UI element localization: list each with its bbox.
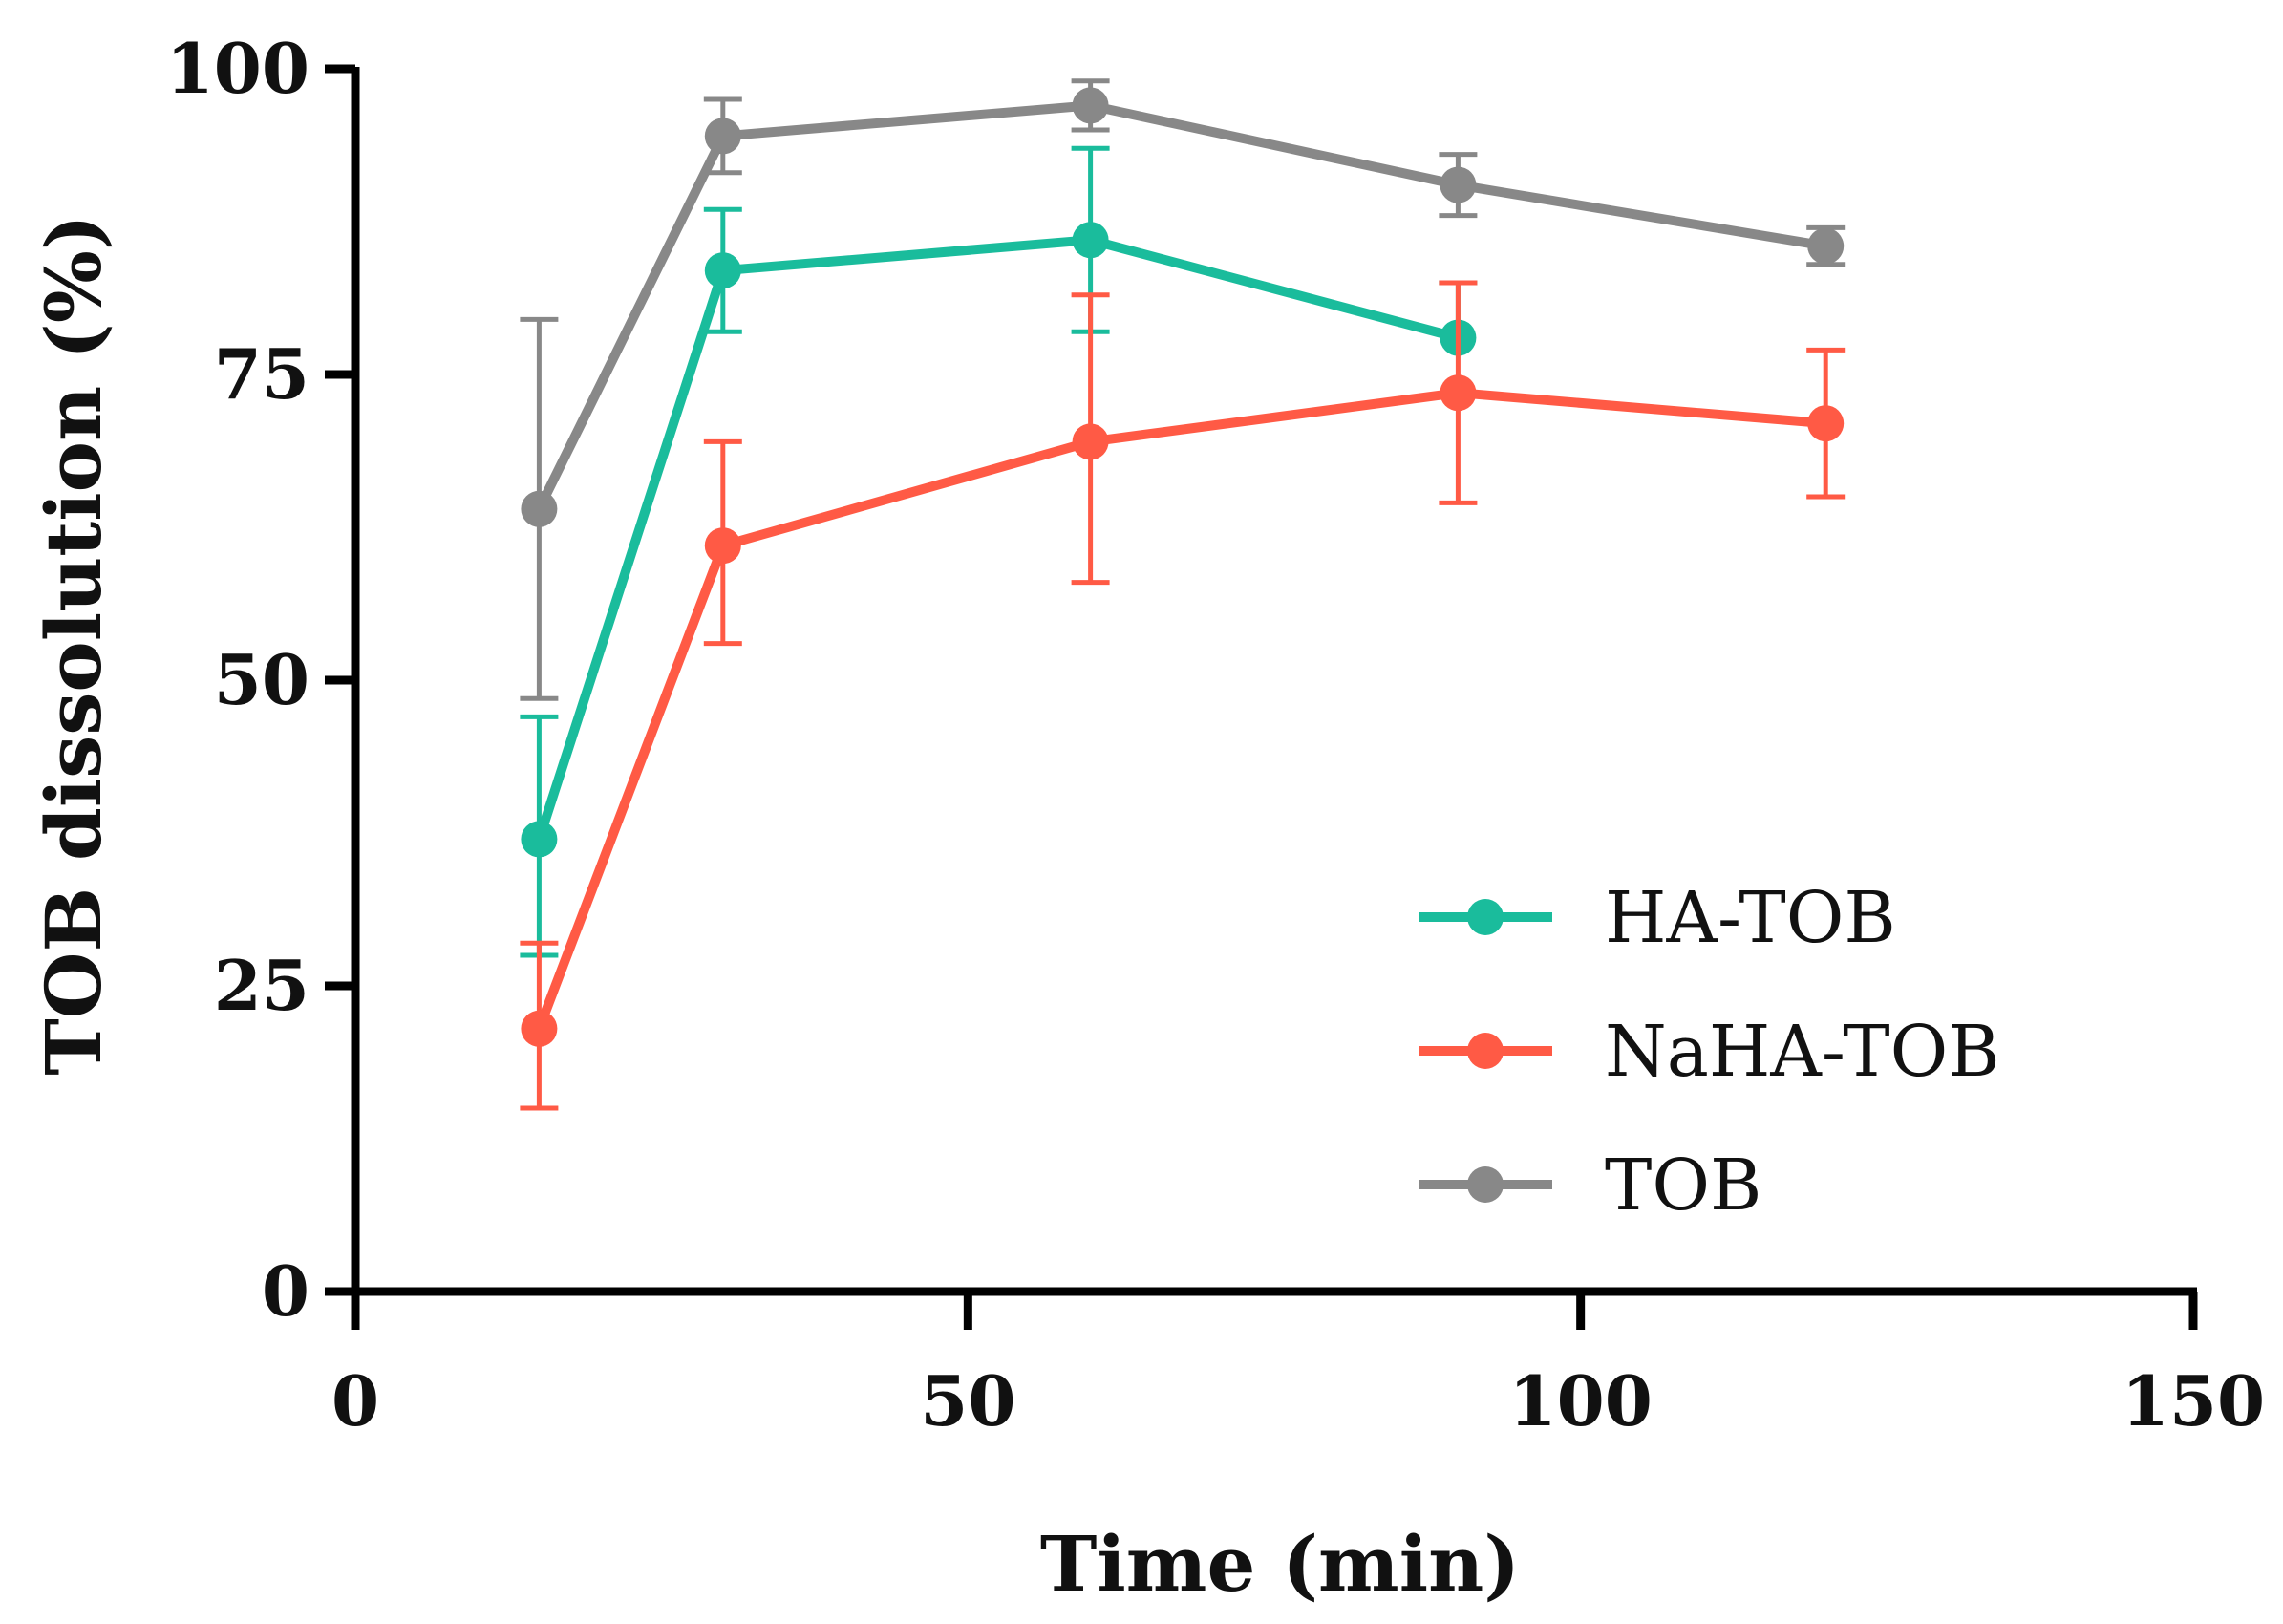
y-tick-label-75: 75 [214,333,309,415]
plot-area [520,78,1846,1111]
x-tick-label-150: 150 [2122,1360,2265,1442]
legend-label-naha-tob: NaHA-TOB [1605,1011,2000,1093]
tob-line [534,100,1827,512]
naha-tob-point-120 [1807,405,1845,442]
legend-swatch-marker-tob [1467,1166,1504,1203]
y-tick-label-0: 0 [262,1250,309,1332]
ha-tob-line [534,235,1460,841]
legend-label-tob: TOB [1605,1144,1761,1227]
legend-item-tob: TOB [1419,1144,1761,1227]
ha-tob-point-60 [1072,222,1109,259]
y-tick-label-50: 50 [214,639,309,720]
ha-tob-point-15 [521,821,558,858]
naha-tob-point-90 [1440,374,1477,412]
naha-tob-point-15 [521,1010,558,1047]
x-tick-label-0: 0 [331,1360,379,1442]
x-tick-label-100: 100 [1509,1360,1653,1442]
tob-point-15 [521,490,558,527]
naha-tob-point-30 [704,527,741,565]
legend-item-naha-tob: NaHA-TOB [1419,1011,2000,1093]
ha-tob-point-30 [704,252,741,289]
legend-item-ha-tob: HA-TOB [1419,877,1896,959]
series-ha-tob [520,145,1478,958]
series-naha-tob [520,280,1846,1111]
legend-swatch-marker-ha-tob [1467,899,1504,935]
x-tick-label-50: 50 [920,1360,1015,1442]
legend: HA-TOB NaHA-TOB TOB [1419,877,2000,1227]
tob-point-120 [1807,227,1845,265]
tob-point-30 [704,118,741,155]
legend-swatch-marker-naha-tob [1467,1033,1504,1069]
axes: 0 25 50 75 100 0 50 100 150 [166,28,2265,1442]
series-tob [520,78,1846,701]
naha-tob-point-60 [1072,423,1109,460]
y-axis-title: TOB dissolution (%) [29,214,118,1075]
x-axis-title: Time (min) [1040,1519,1520,1609]
legend-label-ha-tob: HA-TOB [1605,877,1896,959]
tob-point-90 [1440,166,1477,203]
y-tick-label-25: 25 [214,945,309,1026]
y-tick-label-100: 100 [166,28,309,109]
tob-point-60 [1072,87,1109,124]
